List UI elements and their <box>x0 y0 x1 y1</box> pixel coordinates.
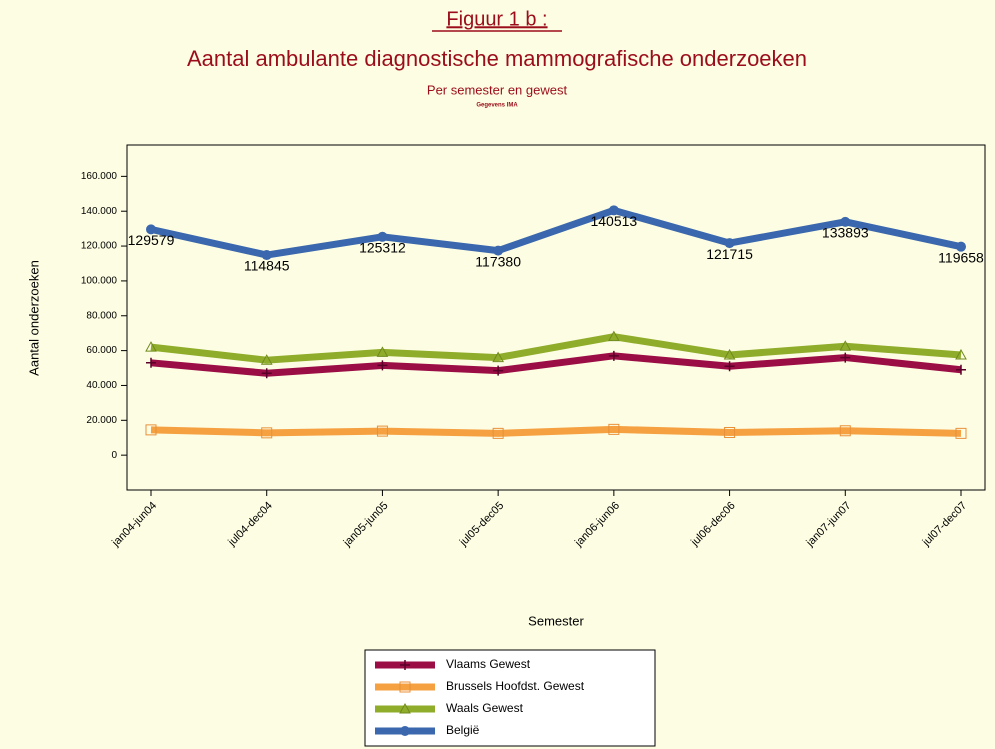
marker <box>145 424 157 436</box>
data-label: 140513 <box>590 213 637 229</box>
y-tick-label: 140.000 <box>81 206 118 217</box>
marker <box>376 346 389 357</box>
data-label: 119658 <box>938 249 984 265</box>
chart-subtitle: Aantal ambulante diagnostische mammograf… <box>187 46 807 71</box>
y-tick-label: 0 <box>111 450 117 461</box>
marker <box>376 425 388 437</box>
marker <box>608 330 620 342</box>
marker <box>723 348 736 360</box>
marker <box>493 245 504 256</box>
data-label: 121715 <box>706 246 753 262</box>
data-label: 114845 <box>244 258 290 274</box>
data-label: 117380 <box>475 253 521 269</box>
x-axis-label: Semester <box>528 613 584 628</box>
series-line <box>150 206 962 259</box>
chart-note: Gegevens IMA <box>476 103 518 109</box>
y-tick-label: 160.000 <box>81 171 118 182</box>
y-tick-label: 100.000 <box>81 276 118 287</box>
marker <box>493 365 504 376</box>
chart-title: Figuur 1 b : <box>446 8 547 30</box>
y-tick-label: 80.000 <box>86 310 117 321</box>
marker <box>492 427 504 439</box>
series-line <box>150 425 962 437</box>
y-axis-label: Aantal onderzoeken <box>26 260 41 376</box>
marker <box>377 231 388 242</box>
marker <box>260 354 273 365</box>
marker <box>492 351 504 363</box>
marker <box>608 350 619 361</box>
marker <box>955 348 967 360</box>
marker <box>400 660 410 670</box>
marker <box>955 427 967 439</box>
marker <box>261 368 272 379</box>
marker <box>400 726 410 736</box>
marker <box>146 357 156 368</box>
marker <box>261 427 273 439</box>
marker <box>839 340 852 351</box>
marker <box>377 360 388 371</box>
y-tick-label: 20.000 <box>86 415 117 426</box>
marker <box>840 216 851 227</box>
legend-label: Vlaams Gewest <box>446 657 531 671</box>
marker <box>840 352 851 363</box>
series-line <box>150 352 962 377</box>
marker <box>261 250 272 261</box>
y-tick-label: 40.000 <box>86 380 117 391</box>
marker <box>399 702 411 714</box>
marker <box>724 427 736 438</box>
data-label: 125312 <box>359 240 406 256</box>
chart-subtitle2: Per semester en gewest <box>427 82 568 97</box>
legend-label: België <box>446 723 480 737</box>
y-tick-label: 60.000 <box>86 345 117 356</box>
marker <box>956 241 966 252</box>
marker <box>839 425 851 437</box>
plot-frame <box>126 144 986 491</box>
legend-label: Brussels Hoofdst. Gewest <box>446 679 585 693</box>
marker <box>956 364 966 375</box>
data-label: 129579 <box>128 232 175 248</box>
marker <box>608 205 619 216</box>
series-line <box>150 333 962 364</box>
marker <box>146 224 156 235</box>
marker <box>724 361 735 372</box>
marker <box>145 341 157 352</box>
marker <box>608 423 620 435</box>
data-label: 133893 <box>822 225 869 241</box>
marker <box>724 238 735 249</box>
marker <box>399 681 411 693</box>
y-tick-label: 120.000 <box>81 241 118 252</box>
legend-label: Waals Gewest <box>446 701 524 715</box>
